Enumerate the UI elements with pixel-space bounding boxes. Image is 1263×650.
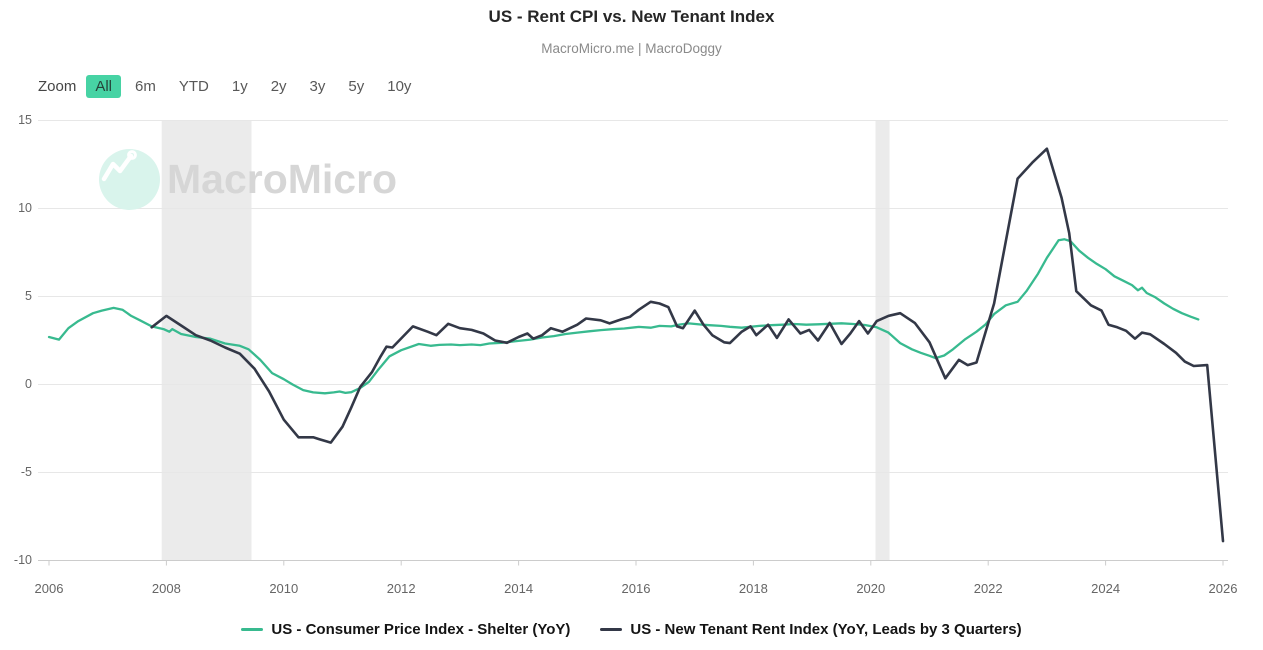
x-tick-label-2020: 2020	[856, 581, 886, 596]
zoom-range-button-10y[interactable]: 10y	[387, 78, 412, 95]
x-tick-label-2014: 2014	[504, 581, 534, 596]
x-tick-label-2016: 2016	[621, 581, 651, 596]
x-tick-label-2010: 2010	[269, 581, 299, 596]
zoom-range-button-3y[interactable]: 3y	[309, 78, 326, 95]
y-tick-label--10: -10	[13, 553, 32, 567]
y-tick-label--5: -5	[20, 465, 32, 479]
x-tick-label-2008: 2008	[151, 581, 181, 596]
x-tick-label-2018: 2018	[738, 581, 768, 596]
x-tick-label-2026: 2026	[1208, 581, 1238, 596]
legend-swatch-green	[241, 628, 264, 631]
chart-legend: US - Consumer Price Index - Shelter (YoY…	[0, 621, 1263, 638]
legend-label: US - New Tenant Rent Index (YoY, Leads b…	[630, 621, 1022, 638]
zoom-range-button-1y[interactable]: 1y	[231, 78, 248, 95]
legend-item-new-tenant[interactable]: US - New Tenant Rent Index (YoY, Leads b…	[600, 621, 1022, 638]
zoom-range-button-ytd[interactable]: YTD	[178, 78, 209, 95]
zoom-range-button-all[interactable]: All	[86, 75, 122, 98]
x-tick-label-2012: 2012	[386, 581, 416, 596]
watermark: MacroMicro	[99, 149, 397, 210]
legend-item-cpi-shelter[interactable]: US - Consumer Price Index - Shelter (YoY…	[241, 621, 570, 638]
zoom-toolbar: Zoom All 6m YTD 1y 2y 3y 5y 10y	[38, 75, 425, 98]
zoom-range-button-2y[interactable]: 2y	[270, 78, 287, 95]
zoom-label: Zoom	[38, 78, 77, 95]
series-line-new-tenant	[150, 147, 1225, 543]
series-line-cpi-shelter	[47, 238, 1200, 395]
x-tick-label-2006: 2006	[34, 581, 64, 596]
recession-band-covid-recession	[875, 120, 890, 561]
y-tick-label-5: 5	[25, 289, 32, 303]
zoom-range-button-6m[interactable]: 6m	[135, 78, 156, 95]
legend-label: US - Consumer Price Index - Shelter (YoY…	[271, 621, 571, 638]
page-title: US - Rent CPI vs. New Tenant Index	[488, 7, 775, 26]
zigzag-line-icon	[101, 150, 137, 182]
zoom-range-button-5y[interactable]: 5y	[348, 78, 365, 95]
legend-swatch-dark	[600, 628, 623, 631]
y-tick-label-10: 10	[18, 201, 32, 215]
zoom-range-buttons: All 6m YTD 1y 2y 3y 5y 10y	[86, 75, 425, 98]
y-tick-label-0: 0	[25, 377, 32, 391]
y-tick-label-15: 15	[18, 113, 32, 127]
x-tick-label-2024: 2024	[1091, 581, 1121, 596]
macromicro-logo-icon	[99, 149, 160, 210]
chart-subtitle: MacroMicro.me | MacroDoggy	[541, 41, 722, 56]
watermark-text: MacroMicro	[167, 156, 398, 202]
x-tick-label-2022: 2022	[973, 581, 1003, 596]
